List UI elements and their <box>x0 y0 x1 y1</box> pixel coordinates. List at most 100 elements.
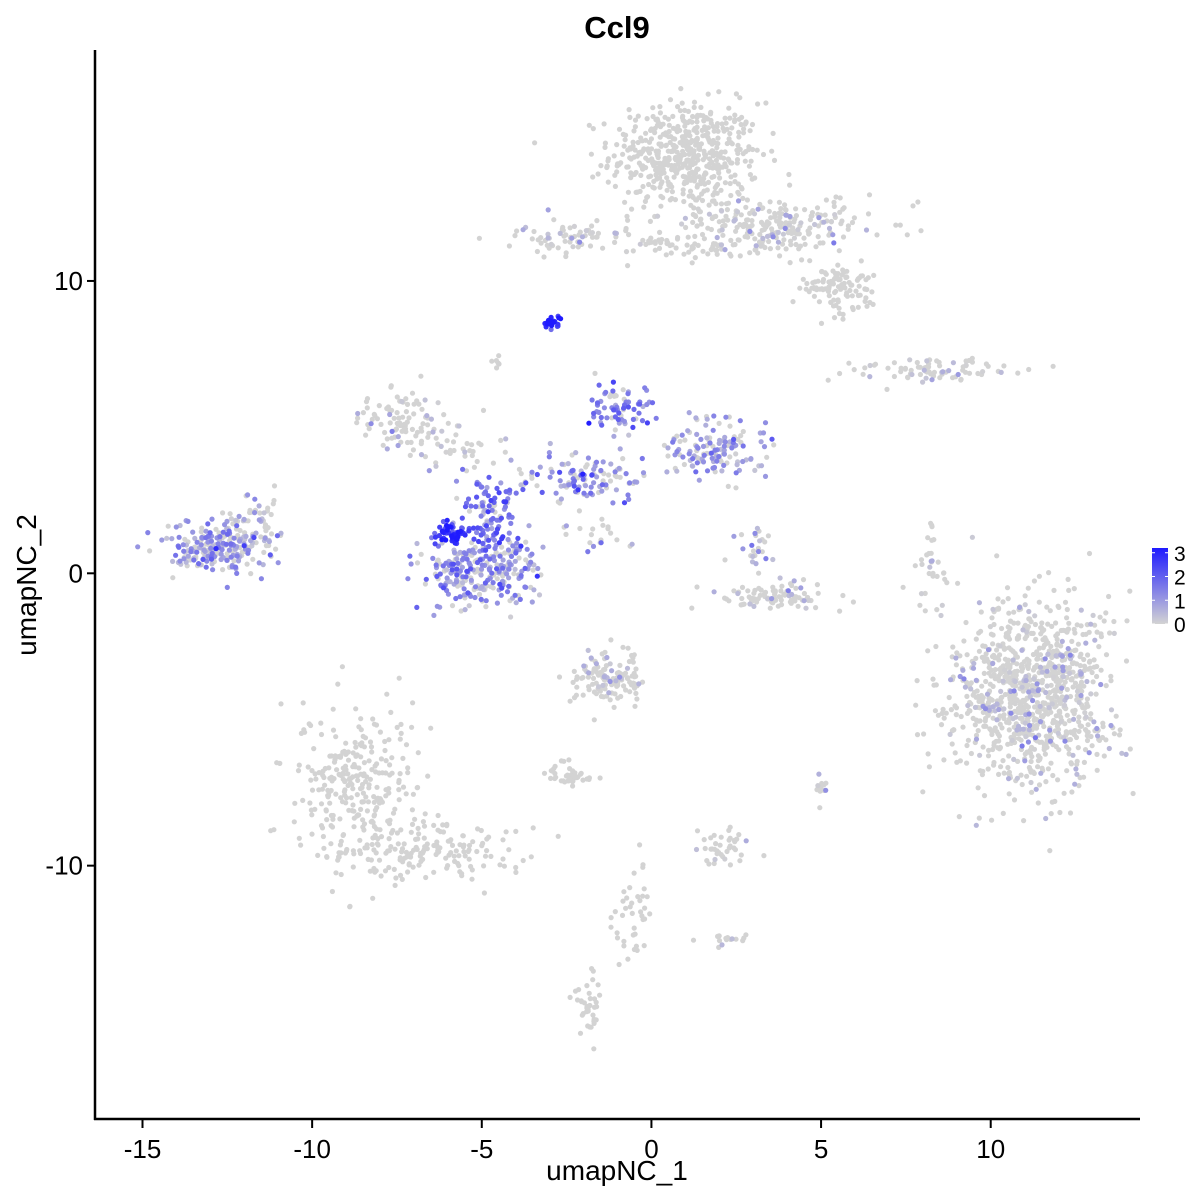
cell-point <box>1033 622 1038 627</box>
cell-point <box>487 556 492 561</box>
cell-point <box>1027 711 1032 716</box>
cell-point <box>713 841 718 846</box>
cell-point <box>936 560 941 565</box>
cell-point <box>410 391 415 396</box>
cell-point <box>841 312 846 317</box>
cell-point <box>724 121 729 126</box>
cell-point <box>372 722 377 727</box>
cell-point <box>503 504 508 509</box>
cell-point <box>414 605 419 610</box>
cell-point <box>711 138 716 143</box>
cell-point <box>1095 768 1100 773</box>
cell-point <box>531 229 536 234</box>
cell-point <box>455 861 460 866</box>
cell-point <box>399 731 404 736</box>
cell-point <box>680 454 685 459</box>
cell-point <box>629 901 634 906</box>
cell-point <box>650 105 655 110</box>
cell-point <box>701 459 706 464</box>
cell-point <box>1038 631 1043 636</box>
cell-point <box>188 549 193 554</box>
cell-point <box>667 123 672 128</box>
cell-point <box>1015 635 1020 640</box>
cell-point <box>713 201 718 206</box>
cell-point <box>657 230 662 235</box>
x-tick-label: -15 <box>124 1134 162 1164</box>
cell-point <box>830 232 835 237</box>
cell-point <box>1049 811 1054 816</box>
cell-point <box>1104 683 1109 688</box>
cell-point <box>798 220 803 225</box>
cell-point <box>627 480 632 485</box>
cell-point <box>276 560 281 565</box>
cell-point <box>1079 671 1084 676</box>
cell-point <box>801 236 806 241</box>
cell-point <box>1048 739 1053 744</box>
cell-point <box>1023 734 1028 739</box>
cell-point <box>1032 613 1037 618</box>
cell-point <box>750 554 755 559</box>
cell-point <box>355 411 360 416</box>
cell-point <box>585 549 590 554</box>
cell-point <box>1026 609 1031 614</box>
cell-point <box>869 289 874 294</box>
cell-point <box>404 742 409 747</box>
cell-point <box>425 435 430 440</box>
cell-point <box>623 133 628 138</box>
cell-point <box>1040 766 1045 771</box>
cell-point <box>1068 653 1073 658</box>
cell-point <box>677 166 682 171</box>
cell-point <box>644 402 649 407</box>
cell-point <box>704 435 709 440</box>
cell-point <box>977 816 982 821</box>
cell-point <box>563 239 568 244</box>
cell-point <box>351 851 356 856</box>
cell-point <box>519 573 524 578</box>
cell-point <box>665 445 670 450</box>
cell-point <box>438 829 443 834</box>
cell-point <box>421 819 426 824</box>
cell-point <box>647 911 652 916</box>
cell-point <box>703 423 708 428</box>
cell-point <box>354 813 359 818</box>
cell-point <box>474 849 479 854</box>
cell-point <box>690 220 695 225</box>
cell-point <box>717 421 722 426</box>
cell-point <box>385 446 390 451</box>
cell-point <box>776 230 781 235</box>
cell-point <box>712 857 717 862</box>
cell-point <box>250 557 255 562</box>
cell-point <box>982 793 987 798</box>
cell-point <box>748 456 753 461</box>
cell-point <box>460 580 465 585</box>
cell-point <box>400 846 405 851</box>
cell-point <box>1026 586 1031 591</box>
cell-point <box>931 537 936 542</box>
cell-point <box>592 666 597 671</box>
cell-point <box>709 175 714 180</box>
cell-point <box>1087 750 1092 755</box>
cell-point <box>135 544 140 549</box>
cell-point <box>477 236 482 241</box>
cell-point <box>505 589 510 594</box>
cell-point <box>217 534 222 539</box>
cell-point <box>396 841 401 846</box>
cell-point <box>1072 630 1077 635</box>
cell-point <box>856 293 861 298</box>
cell-point <box>602 650 607 655</box>
cell-point <box>306 764 311 769</box>
cell-point <box>548 776 553 781</box>
cell-point <box>933 708 938 713</box>
cell-point <box>999 725 1004 730</box>
cell-point <box>507 512 512 517</box>
cell-point <box>484 836 489 841</box>
cell-point <box>852 367 857 372</box>
cell-point <box>664 252 669 257</box>
cell-point <box>617 675 622 680</box>
cell-point <box>690 114 695 119</box>
cell-point <box>1007 670 1012 675</box>
cell-point <box>447 524 452 529</box>
cell-point <box>513 559 518 564</box>
cell-point <box>597 383 602 388</box>
cell-point <box>1043 816 1048 821</box>
